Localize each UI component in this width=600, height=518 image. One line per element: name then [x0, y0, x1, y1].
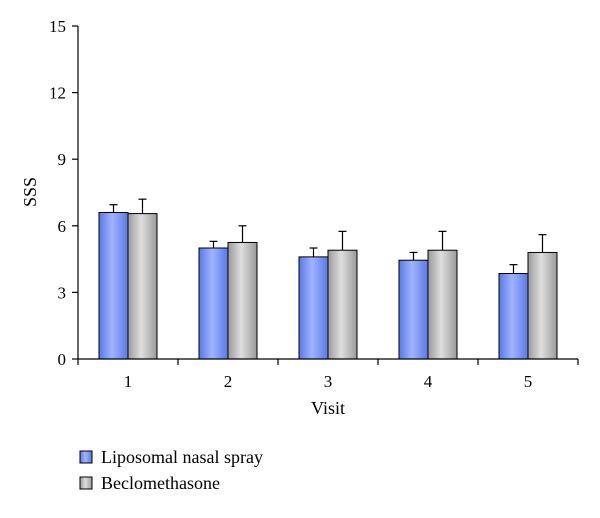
bar-beclomethasone-visit-3	[327, 249, 358, 360]
y-tick-label-12: 12	[49, 84, 66, 103]
y-tick-label-9: 9	[58, 150, 67, 169]
legend: Liposomal nasal spray Beclomethasone	[79, 447, 263, 493]
legend-swatch-liposomal	[79, 450, 93, 464]
x-axis-title: Visit	[311, 398, 345, 418]
x-tick-label-3: 3	[324, 372, 333, 391]
bar-beclomethasone-visit-4	[427, 249, 458, 360]
x-tick-label-1: 1	[124, 372, 133, 391]
x-tick-label-5: 5	[524, 372, 533, 391]
y-tick-label-6: 6	[58, 217, 67, 236]
bar-beclomethasone-visit-2	[227, 241, 258, 360]
bar-liposomal-visit-1	[98, 211, 129, 360]
legend-label-liposomal: Liposomal nasal spray	[101, 447, 263, 467]
bar-liposomal-visit-3	[298, 256, 329, 360]
bar-liposomal-visit-4	[398, 259, 429, 360]
y-tick-label-15: 15	[49, 17, 66, 36]
y-tick-label-0: 0	[58, 350, 67, 369]
bar-beclomethasone-visit-1	[127, 213, 158, 360]
legend-label-beclomethasone: Beclomethasone	[101, 473, 220, 493]
legend-swatch-beclomethasone	[79, 476, 93, 490]
x-tick-label-2: 2	[224, 372, 233, 391]
bar-liposomal-visit-5	[498, 273, 529, 360]
y-tick-label-3: 3	[58, 283, 67, 302]
bar-liposomal-visit-2	[198, 247, 229, 360]
y-axis-title: SSS	[20, 177, 40, 207]
bar-beclomethasone-visit-5	[527, 251, 558, 360]
x-tick-label-4: 4	[424, 372, 433, 391]
